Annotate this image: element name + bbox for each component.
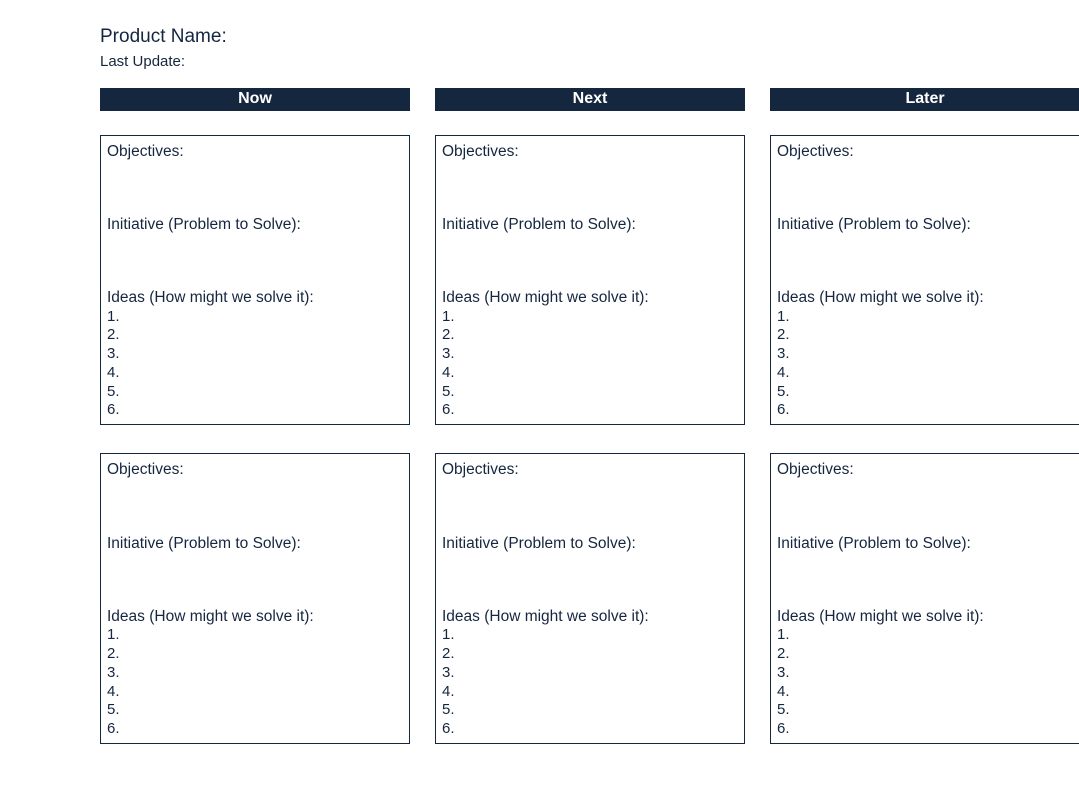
roadmap-card: Objectives: Initiative (Problem to Solve… <box>100 453 410 744</box>
ideas-list: 1. 2. 3. 4. 5. 6. <box>777 626 1073 739</box>
ideas-label: Ideas (How might we solve it): <box>777 288 1073 307</box>
idea-number: 6. <box>777 720 1073 739</box>
objectives-label: Objectives: <box>107 460 403 479</box>
column-header-now: Now <box>100 88 410 111</box>
idea-number: 3. <box>107 664 403 683</box>
column-later: Later Objectives: Initiative (Problem to… <box>770 88 1079 772</box>
idea-number: 1. <box>442 308 738 327</box>
idea-number: 3. <box>442 664 738 683</box>
objectives-label: Objectives: <box>442 460 738 479</box>
last-update-label: Last Update: <box>100 53 1079 70</box>
idea-number: 5. <box>107 701 403 720</box>
idea-number: 5. <box>442 383 738 402</box>
idea-number: 2. <box>442 326 738 345</box>
ideas-list: 1. 2. 3. 4. 5. 6. <box>442 308 738 421</box>
roadmap-card: Objectives: Initiative (Problem to Solve… <box>770 135 1079 426</box>
idea-number: 4. <box>777 683 1073 702</box>
idea-number: 5. <box>442 701 738 720</box>
objectives-label: Objectives: <box>442 142 738 161</box>
initiative-label: Initiative (Problem to Solve): <box>107 215 403 234</box>
idea-number: 3. <box>777 664 1073 683</box>
ideas-label: Ideas (How might we solve it): <box>442 288 738 307</box>
objectives-label: Objectives: <box>107 142 403 161</box>
idea-number: 4. <box>442 683 738 702</box>
ideas-label: Ideas (How might we solve it): <box>107 607 403 626</box>
idea-number: 1. <box>107 308 403 327</box>
idea-number: 2. <box>107 326 403 345</box>
idea-number: 5. <box>777 383 1073 402</box>
idea-number: 4. <box>777 364 1073 383</box>
idea-number: 1. <box>777 308 1073 327</box>
ideas-label: Ideas (How might we solve it): <box>107 288 403 307</box>
idea-number: 2. <box>777 326 1073 345</box>
ideas-list: 1. 2. 3. 4. 5. 6. <box>442 626 738 739</box>
roadmap-card: Objectives: Initiative (Problem to Solve… <box>100 135 410 426</box>
initiative-label: Initiative (Problem to Solve): <box>442 215 738 234</box>
ideas-label: Ideas (How might we solve it): <box>442 607 738 626</box>
column-header-later: Later <box>770 88 1079 111</box>
roadmap-template: Product Name: Last Update: Now Objective… <box>0 0 1079 796</box>
idea-number: 5. <box>777 701 1073 720</box>
column-header-next: Next <box>435 88 745 111</box>
idea-number: 6. <box>777 401 1073 420</box>
idea-number: 6. <box>107 720 403 739</box>
idea-number: 2. <box>107 645 403 664</box>
ideas-list: 1. 2. 3. 4. 5. 6. <box>107 626 403 739</box>
initiative-label: Initiative (Problem to Solve): <box>107 534 403 553</box>
idea-number: 6. <box>442 720 738 739</box>
objectives-label: Objectives: <box>777 460 1073 479</box>
idea-number: 3. <box>777 345 1073 364</box>
idea-number: 1. <box>107 626 403 645</box>
idea-number: 1. <box>777 626 1073 645</box>
ideas-list: 1. 2. 3. 4. 5. 6. <box>107 308 403 421</box>
idea-number: 6. <box>442 401 738 420</box>
product-name-label: Product Name: <box>100 24 1079 51</box>
idea-number: 6. <box>107 401 403 420</box>
objectives-label: Objectives: <box>777 142 1073 161</box>
title-block: Product Name: Last Update: <box>100 24 1079 70</box>
column-now: Now Objectives: Initiative (Problem to S… <box>100 88 410 772</box>
idea-number: 4. <box>442 364 738 383</box>
roadmap-card: Objectives: Initiative (Problem to Solve… <box>435 135 745 426</box>
initiative-label: Initiative (Problem to Solve): <box>777 215 1073 234</box>
ideas-list: 1. 2. 3. 4. 5. 6. <box>777 308 1073 421</box>
idea-number: 3. <box>442 345 738 364</box>
idea-number: 3. <box>107 345 403 364</box>
roadmap-card: Objectives: Initiative (Problem to Solve… <box>770 453 1079 744</box>
column-next: Next Objectives: Initiative (Problem to … <box>435 88 745 772</box>
idea-number: 4. <box>107 683 403 702</box>
idea-number: 4. <box>107 364 403 383</box>
ideas-label: Ideas (How might we solve it): <box>777 607 1073 626</box>
initiative-label: Initiative (Problem to Solve): <box>442 534 738 553</box>
idea-number: 2. <box>442 645 738 664</box>
idea-number: 5. <box>107 383 403 402</box>
columns-container: Now Objectives: Initiative (Problem to S… <box>100 88 1079 772</box>
idea-number: 1. <box>442 626 738 645</box>
initiative-label: Initiative (Problem to Solve): <box>777 534 1073 553</box>
roadmap-card: Objectives: Initiative (Problem to Solve… <box>435 453 745 744</box>
idea-number: 2. <box>777 645 1073 664</box>
